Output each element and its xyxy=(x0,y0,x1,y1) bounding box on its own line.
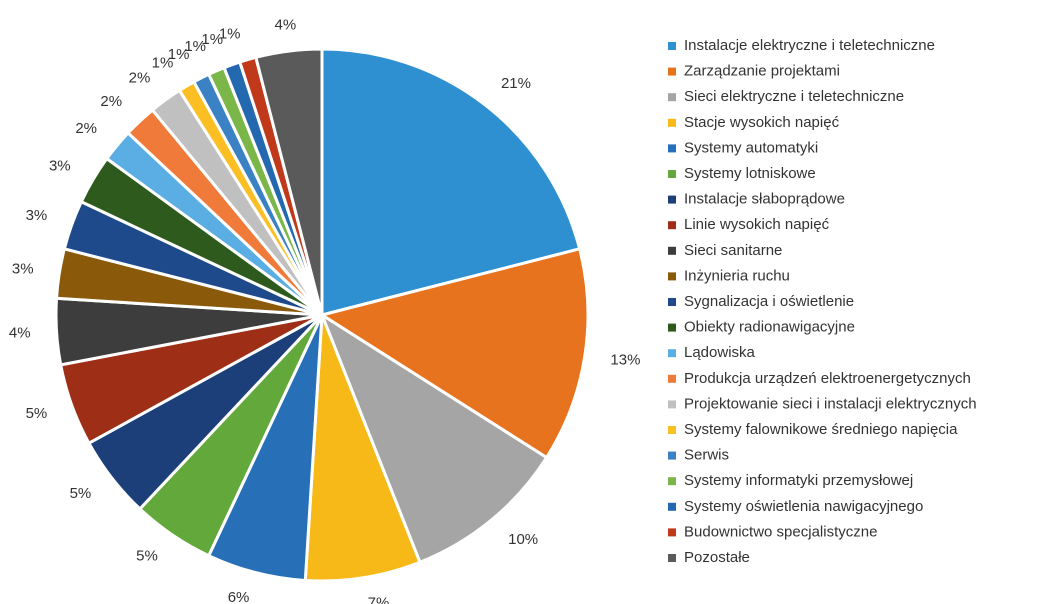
legend-label: Serwis xyxy=(684,447,729,464)
legend-swatch xyxy=(668,502,676,511)
legend-swatch xyxy=(668,144,676,153)
legend-label: Obiekty radionawigacyjne xyxy=(684,319,855,336)
data-label: 3% xyxy=(49,157,71,174)
data-label: 13% xyxy=(610,352,640,369)
data-label: 5% xyxy=(26,405,48,422)
legend-swatch xyxy=(668,67,676,76)
legend-swatch xyxy=(668,349,676,358)
legend-label: Projektowanie sieci i instalacji elektry… xyxy=(684,395,977,412)
data-label: 2% xyxy=(129,70,151,87)
legend-label: Systemy oświetlenia nawigacyjnego xyxy=(684,498,923,515)
data-label: 21% xyxy=(501,75,531,92)
legend-label: Sieci elektryczne i teletechniczne xyxy=(684,88,904,105)
legend-swatch xyxy=(668,451,676,460)
data-label: 7% xyxy=(368,594,390,604)
legend-swatch xyxy=(668,93,676,102)
data-label: 1% xyxy=(201,31,223,48)
legend-label: Lądowiska xyxy=(684,344,756,361)
legend-label: Inżynieria ruchu xyxy=(684,267,790,284)
data-label: 1% xyxy=(168,46,190,63)
legend-label: Pozostałe xyxy=(684,549,750,566)
legend-label: Sieci sanitarne xyxy=(684,242,782,259)
legend-swatch xyxy=(668,400,676,409)
pie-slice xyxy=(320,47,582,317)
legend-swatch xyxy=(668,221,676,230)
legend-swatch xyxy=(668,118,676,127)
data-label: 6% xyxy=(228,589,250,604)
pie-slice xyxy=(318,247,590,460)
legend-swatch xyxy=(668,195,676,204)
legend-label: Budownictwo specjalistyczne xyxy=(684,523,877,540)
data-label: 3% xyxy=(26,207,48,224)
legend-label: Systemy lotniskowe xyxy=(684,165,816,182)
data-label: 10% xyxy=(508,531,538,548)
legend-swatch xyxy=(668,528,676,537)
pie-slice xyxy=(318,311,549,565)
data-label: 1% xyxy=(219,26,241,43)
legend-label: Produkcja urządzeń elektroenergetycznych xyxy=(684,370,971,387)
data-label: 2% xyxy=(100,93,122,110)
data-label: 5% xyxy=(136,547,158,564)
legend-label: Instalacje słaboprądowe xyxy=(684,191,845,208)
legend-swatch xyxy=(668,374,676,383)
legend-swatch xyxy=(668,42,676,50)
data-label: 1% xyxy=(152,55,174,72)
data-label: 2% xyxy=(75,120,97,137)
data-label: 1% xyxy=(184,38,206,55)
legend-swatch xyxy=(668,554,676,562)
data-label: 5% xyxy=(70,485,92,502)
legend-label: Linie wysokich napięć xyxy=(684,216,830,233)
legend-swatch xyxy=(668,170,676,178)
legend-label: Zarządzanie projektami xyxy=(684,63,840,80)
legend-swatch xyxy=(668,323,676,332)
pie-slice xyxy=(303,314,422,583)
legend-swatch xyxy=(668,272,676,281)
legend-label: Instalacje elektryczne i teletechniczne xyxy=(684,37,935,54)
legend-label: Sygnalizacja i oświetlenie xyxy=(684,293,854,310)
legend-label: Systemy automatyki xyxy=(684,139,818,156)
legend-swatch xyxy=(668,246,676,255)
legend-swatch xyxy=(668,298,676,306)
legend-label: Systemy informatyki przemysłowej xyxy=(684,472,913,489)
legend-label: Stacje wysokich napięć xyxy=(684,114,840,131)
data-label: 4% xyxy=(275,16,297,33)
data-label: 3% xyxy=(12,260,34,277)
data-label: 4% xyxy=(9,324,31,341)
legend-swatch xyxy=(668,477,676,486)
legend-swatch xyxy=(668,426,676,434)
pie-slice xyxy=(254,47,324,316)
legend-label: Systemy falownikowe średniego napięcia xyxy=(684,421,958,438)
